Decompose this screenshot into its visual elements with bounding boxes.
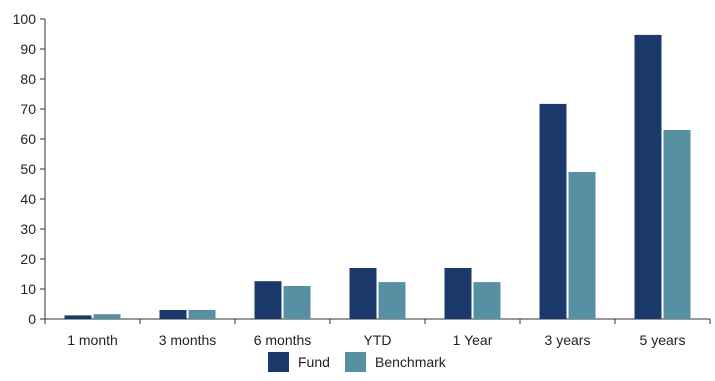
- bar-benchmark-3-months: [188, 310, 216, 319]
- x-tick-label: 5 years: [640, 332, 686, 348]
- bar-benchmark-3-years: [568, 172, 596, 319]
- bar-fund-3-months: [159, 310, 187, 319]
- legend-label-fund: Fund: [298, 354, 330, 370]
- x-tick-label: 3 months: [159, 332, 217, 348]
- legend-swatch-fund: [268, 352, 289, 372]
- bar-benchmark-ytd: [378, 282, 406, 319]
- x-tick-label: 1 month: [67, 332, 118, 348]
- x-tick-label: 6 months: [254, 332, 312, 348]
- bar-fund-6-months: [254, 281, 282, 319]
- bar-benchmark-6-months: [283, 286, 311, 319]
- legend: Fund Benchmark: [268, 352, 447, 372]
- legend-label-benchmark: Benchmark: [375, 354, 447, 370]
- y-tick-label: 30: [20, 221, 36, 237]
- y-tick-label: 60: [20, 131, 36, 147]
- y-tick-label: 40: [20, 191, 36, 207]
- y-tick-label: 0: [28, 311, 36, 327]
- bar-fund-1-year: [444, 268, 472, 319]
- bar-benchmark-5-years: [663, 130, 691, 319]
- bar-fund-1-month: [64, 315, 92, 319]
- x-tick-label: YTD: [364, 332, 392, 348]
- y-tick-label: 70: [20, 101, 36, 117]
- bar-fund-3-years: [539, 103, 567, 320]
- y-tick-label: 100: [13, 11, 37, 27]
- bar-fund-5-years: [634, 34, 662, 320]
- y-tick-label: 20: [20, 251, 36, 267]
- x-tick-label: 3 years: [545, 332, 591, 348]
- x-tick-label: 1 Year: [453, 332, 493, 348]
- bar-fund-ytd: [349, 268, 377, 319]
- bar-benchmark-1-year: [473, 282, 501, 319]
- y-axis: 0 10 20 30 40 50 60 70 80 90 100: [13, 11, 46, 327]
- bars-group: [64, 34, 691, 320]
- legend-swatch-benchmark: [345, 352, 366, 372]
- y-tick-label: 10: [20, 281, 36, 297]
- y-tick-label: 90: [20, 41, 36, 57]
- x-axis: 1 month 3 months 6 months YTD 1 Year 3 years 5…: [44, 318, 711, 348]
- y-tick-label: 50: [20, 161, 36, 177]
- bar-benchmark-1-month: [93, 314, 121, 319]
- y-tick-label: 80: [20, 71, 36, 87]
